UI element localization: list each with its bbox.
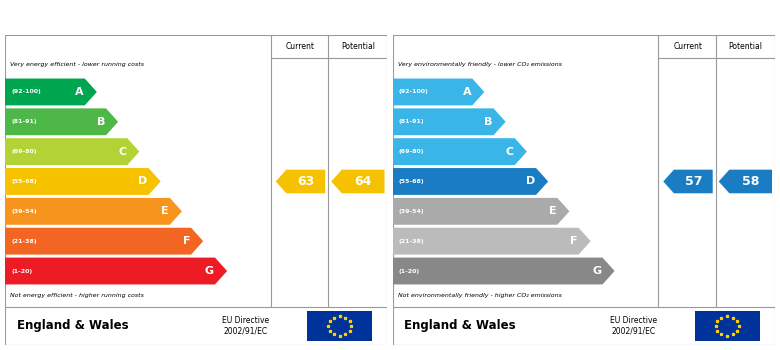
Text: Not energy efficient - higher running costs: Not energy efficient - higher running co… xyxy=(10,293,144,298)
Polygon shape xyxy=(5,198,182,225)
Polygon shape xyxy=(5,168,161,195)
Polygon shape xyxy=(332,170,385,193)
Polygon shape xyxy=(392,138,526,165)
Text: B: B xyxy=(97,117,105,127)
Text: Environmental Impact (CO₂) Rating: Environmental Impact (CO₂) Rating xyxy=(404,14,666,27)
Polygon shape xyxy=(718,170,772,193)
Text: C: C xyxy=(505,147,514,157)
Text: 58: 58 xyxy=(742,175,760,188)
Text: (1-20): (1-20) xyxy=(399,268,420,273)
Text: (81-91): (81-91) xyxy=(399,119,424,124)
Text: Not environmentally friendly - higher CO₂ emissions: Not environmentally friendly - higher CO… xyxy=(398,293,562,298)
Polygon shape xyxy=(663,170,713,193)
Text: Very environmentally friendly - lower CO₂ emissions: Very environmentally friendly - lower CO… xyxy=(398,62,562,67)
Polygon shape xyxy=(5,138,140,165)
Text: (21-38): (21-38) xyxy=(399,239,424,244)
Text: (81-91): (81-91) xyxy=(11,119,37,124)
Polygon shape xyxy=(5,228,203,254)
Text: Energy Efficiency Rating: Energy Efficiency Rating xyxy=(16,14,200,27)
Polygon shape xyxy=(5,108,118,135)
Text: 57: 57 xyxy=(685,175,702,188)
Polygon shape xyxy=(5,78,97,105)
Polygon shape xyxy=(392,228,590,254)
Text: A: A xyxy=(463,87,471,97)
Polygon shape xyxy=(5,258,227,285)
Text: E: E xyxy=(161,206,168,216)
Text: (69-80): (69-80) xyxy=(11,149,37,154)
Text: (39-54): (39-54) xyxy=(11,209,37,214)
Text: G: G xyxy=(592,266,601,276)
Text: 64: 64 xyxy=(354,175,372,188)
Text: Current: Current xyxy=(673,42,703,51)
Text: Potential: Potential xyxy=(729,42,762,51)
Text: (21-38): (21-38) xyxy=(11,239,37,244)
Text: F: F xyxy=(183,236,190,246)
Polygon shape xyxy=(392,198,569,225)
Text: G: G xyxy=(205,266,214,276)
Polygon shape xyxy=(392,78,484,105)
Text: England & Wales: England & Wales xyxy=(405,320,516,332)
Text: 63: 63 xyxy=(297,175,314,188)
Polygon shape xyxy=(392,258,615,285)
Text: (55-68): (55-68) xyxy=(399,179,424,184)
Text: EU Directive
2002/91/EC: EU Directive 2002/91/EC xyxy=(222,316,270,336)
Text: (92-100): (92-100) xyxy=(11,90,41,95)
Text: A: A xyxy=(75,87,83,97)
Text: EU Directive
2002/91/EC: EU Directive 2002/91/EC xyxy=(610,316,657,336)
Text: (1-20): (1-20) xyxy=(11,268,32,273)
Text: (39-54): (39-54) xyxy=(399,209,424,214)
Text: D: D xyxy=(526,176,535,187)
Text: F: F xyxy=(570,236,577,246)
Text: B: B xyxy=(484,117,492,127)
Text: C: C xyxy=(118,147,126,157)
Text: D: D xyxy=(138,176,147,187)
Text: E: E xyxy=(548,206,556,216)
Text: Potential: Potential xyxy=(341,42,375,51)
FancyBboxPatch shape xyxy=(695,311,760,341)
Polygon shape xyxy=(392,168,548,195)
FancyBboxPatch shape xyxy=(307,311,372,341)
Text: England & Wales: England & Wales xyxy=(17,320,129,332)
Text: Very energy efficient - lower running costs: Very energy efficient - lower running co… xyxy=(10,62,144,67)
Text: (69-80): (69-80) xyxy=(399,149,424,154)
Text: Current: Current xyxy=(286,42,315,51)
Polygon shape xyxy=(276,170,325,193)
Polygon shape xyxy=(392,108,505,135)
Text: (92-100): (92-100) xyxy=(399,90,428,95)
Text: (55-68): (55-68) xyxy=(11,179,37,184)
